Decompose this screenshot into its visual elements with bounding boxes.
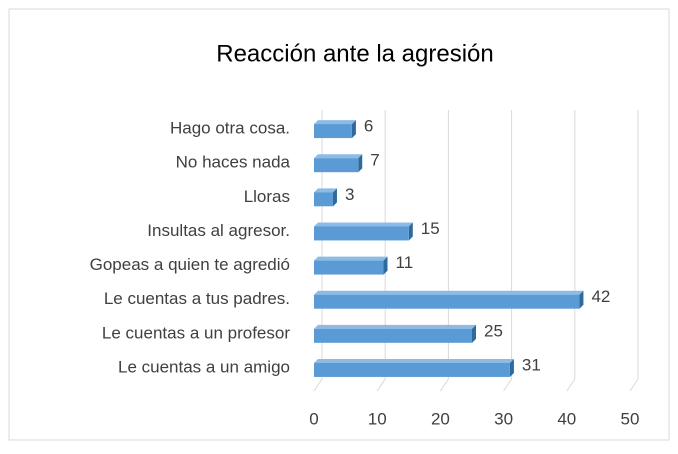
bar-side [579, 290, 584, 309]
bar-top [314, 188, 337, 193]
bar-front [314, 294, 580, 309]
bar-top [314, 358, 514, 363]
bar-side [408, 222, 413, 241]
bar-top [314, 120, 356, 125]
x-tick-label: 0 [309, 409, 318, 428]
bar-front [314, 124, 352, 139]
y-tick-label: Insultas al agresor. [147, 221, 290, 240]
data-label: 7 [370, 151, 379, 170]
bar-front [314, 260, 384, 275]
bar [314, 358, 514, 377]
bar-front [314, 362, 510, 377]
x-tick-label: 30 [494, 409, 513, 428]
y-tick-label: Le cuentas a un amigo [118, 357, 290, 376]
x-tick-label: 10 [368, 409, 387, 428]
data-label: 15 [421, 219, 440, 238]
chart-title: Reacción ante la agresión [216, 40, 494, 67]
data-label: 6 [364, 117, 373, 136]
y-tick-label: Hago otra cosa. [170, 119, 290, 138]
grid-line [566, 110, 576, 392]
x-tick-label: 40 [557, 409, 576, 428]
bar-top [314, 222, 413, 227]
x-tick-label: 20 [431, 409, 450, 428]
y-tick-label: No haces nada [176, 153, 291, 172]
bar-front [314, 226, 409, 241]
bar-top [314, 256, 388, 261]
data-label: 3 [345, 185, 354, 204]
bar-top [314, 154, 363, 159]
bar-top [314, 324, 476, 329]
bar [314, 188, 337, 207]
bar-front [314, 158, 359, 173]
bar [314, 324, 476, 343]
bar-side [358, 154, 363, 173]
bar-top [314, 290, 584, 295]
bar-front [314, 328, 472, 343]
grid-line [376, 110, 386, 392]
y-tick-label: Gopeas a quien te agredió [90, 255, 290, 274]
bar-front [314, 192, 333, 207]
grid-line [503, 110, 513, 392]
bar [314, 154, 363, 173]
bar-side [351, 120, 356, 139]
y-tick-label: Lloras [244, 187, 290, 206]
bar-side [472, 324, 476, 343]
bar [314, 290, 584, 309]
bar [314, 120, 356, 139]
bar [314, 222, 413, 241]
grid-line [629, 110, 639, 392]
y-tick-label: Le cuentas a un profesor [102, 323, 290, 342]
y-tick-label: Le cuentas a tus padres. [104, 289, 290, 308]
data-label: 11 [396, 253, 414, 272]
grid-line [439, 110, 449, 392]
x-tick-label: 50 [621, 409, 640, 428]
bar-side [332, 188, 337, 207]
data-label: 25 [484, 321, 503, 340]
bar-side [383, 256, 388, 275]
bar [314, 256, 388, 275]
bar-side [509, 358, 514, 377]
data-label: 42 [591, 287, 610, 306]
data-label: 31 [522, 355, 541, 374]
